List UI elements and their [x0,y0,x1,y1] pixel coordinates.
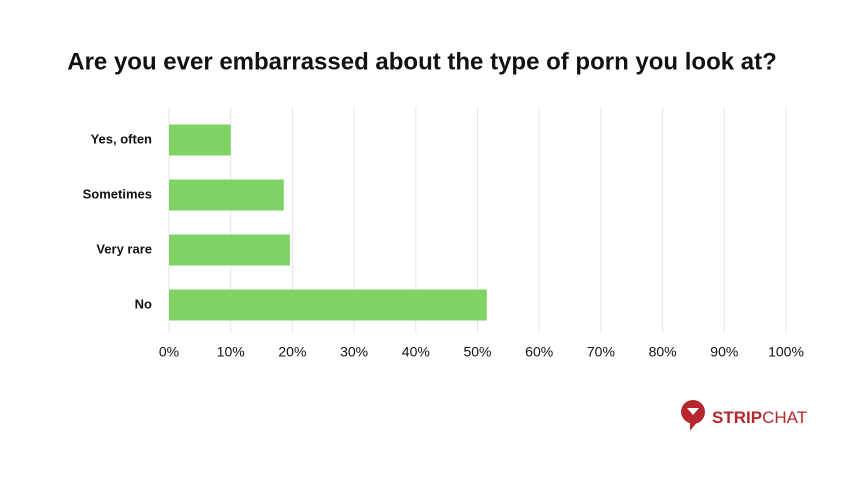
y-tick-label: Sometimes [83,186,152,201]
x-tick-label: 100% [768,344,804,360]
bar [169,234,290,266]
x-tick-label: 40% [402,344,430,360]
x-tick-label: 20% [278,344,306,360]
x-tick-label: 60% [525,344,553,360]
y-tick-label: No [135,296,152,311]
x-tick-label: 70% [587,344,615,360]
logo-strong: STRIP [712,408,762,427]
bar [169,124,231,156]
x-tick-label: 30% [340,344,368,360]
x-tick-label: 90% [710,344,738,360]
x-tick-label: 50% [463,344,491,360]
y-tick-label: Yes, often [91,131,152,146]
logo-icon [681,400,705,431]
logo-text: STRIPCHAT [712,408,807,427]
bar [169,289,487,321]
x-tick-label: 80% [649,344,677,360]
logo: STRIPCHAT [681,400,807,431]
logo-light: CHAT [762,408,807,427]
x-tick-label: 0% [159,344,179,360]
logo-icon-glass [687,408,699,415]
y-tick-label: Very rare [96,241,152,256]
bar [169,179,284,211]
chart-title: Are you ever embarrassed about the type … [67,48,777,75]
x-tick-label: 10% [217,344,245,360]
